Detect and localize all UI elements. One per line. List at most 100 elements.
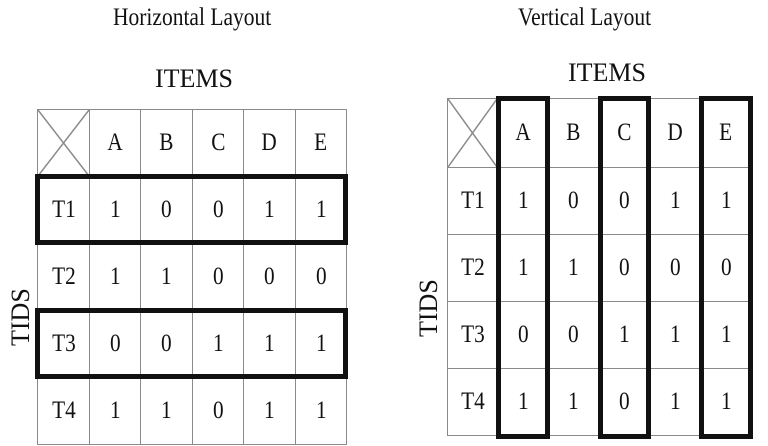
cell-value: 1 xyxy=(517,388,529,415)
tid-label: T3 xyxy=(51,330,76,357)
value-cell: 1 xyxy=(243,377,296,445)
value-cell: 0 xyxy=(547,167,600,235)
cell-value: 1 xyxy=(669,321,681,348)
tid-label: T1 xyxy=(460,187,485,214)
table-row: T1 1 0 0 1 1 xyxy=(447,167,752,235)
cell-value: 1 xyxy=(161,263,172,290)
cell-value: 0 xyxy=(517,321,529,348)
cell-value: 0 xyxy=(264,263,275,290)
value-cell: 0 xyxy=(88,310,142,378)
column-header: D xyxy=(243,109,296,177)
corner-cell xyxy=(447,98,498,168)
horizontal-items-label: ITEMS xyxy=(155,64,233,93)
header-row: A B C D E xyxy=(37,109,347,177)
tid-cell: T1 xyxy=(447,167,498,235)
value-cell: 1 xyxy=(700,301,752,369)
value-cell: 0 xyxy=(598,167,651,235)
value-cell: 0 xyxy=(191,243,245,311)
value-cell: 0 xyxy=(140,176,193,244)
value-cell: 1 xyxy=(547,368,600,436)
cell-value: 1 xyxy=(109,196,121,223)
value-cell: 1 xyxy=(649,167,702,235)
value-cell: 1 xyxy=(700,167,752,235)
column-header: E xyxy=(700,98,752,168)
cell-value: 1 xyxy=(264,397,275,424)
column-header-label: A xyxy=(515,119,531,146)
vertical-layout-title: Vertical Layout xyxy=(518,4,652,31)
cell-value: 1 xyxy=(568,254,579,281)
value-cell: 1 xyxy=(598,301,651,369)
cell-value: 0 xyxy=(568,321,579,348)
column-header-label: C xyxy=(617,119,632,146)
cell-value: 0 xyxy=(568,187,579,214)
tid-cell: T1 xyxy=(37,176,90,244)
cell-value: 1 xyxy=(161,397,172,424)
tid-cell: T3 xyxy=(37,310,90,378)
cell-value: 1 xyxy=(568,388,579,415)
header-row: A B C D E xyxy=(447,98,752,168)
value-cell: 0 xyxy=(294,243,347,311)
tid-label: T2 xyxy=(460,254,485,281)
value-cell: 0 xyxy=(598,234,651,302)
table-row: T3 0 0 1 1 1 xyxy=(447,301,752,369)
cell-value: 1 xyxy=(619,321,630,348)
cell-value: 0 xyxy=(315,263,327,290)
cell-value: 1 xyxy=(315,330,327,357)
table-row: T1 1 0 0 1 1 xyxy=(37,176,347,244)
cell-value: 1 xyxy=(720,388,732,415)
cell-value: 0 xyxy=(212,196,224,223)
horizontal-layout-title: Horizontal Layout xyxy=(113,4,272,31)
horizontal-tids-label: TIDS xyxy=(6,288,35,346)
table-row: T4 1 1 0 1 1 xyxy=(37,377,347,445)
value-cell: 0 xyxy=(598,368,651,436)
value-cell: 0 xyxy=(547,301,600,369)
cell-value: 0 xyxy=(212,397,224,424)
tid-label: T4 xyxy=(51,397,76,424)
column-header-label: E xyxy=(314,129,328,156)
value-cell: 1 xyxy=(497,368,549,436)
table-row: T4 1 1 0 1 1 xyxy=(447,368,752,436)
table-row: T3 0 0 1 1 1 xyxy=(37,310,347,378)
column-header-label: E xyxy=(719,119,733,146)
column-header: B xyxy=(140,109,193,177)
value-cell: 0 xyxy=(191,377,245,445)
column-header-label: A xyxy=(107,129,123,156)
tid-cell: T2 xyxy=(37,243,90,311)
column-header: A xyxy=(497,98,549,168)
cell-value: 1 xyxy=(720,321,732,348)
value-cell: 1 xyxy=(700,368,752,436)
cell-value: 1 xyxy=(109,397,121,424)
tid-cell: T3 xyxy=(447,301,498,369)
cell-value: 0 xyxy=(720,254,732,281)
cell-value: 1 xyxy=(517,254,529,281)
tid-label: T4 xyxy=(460,388,485,415)
column-header: C xyxy=(598,98,651,168)
cell-value: 1 xyxy=(264,196,275,223)
cell-value: 1 xyxy=(669,187,681,214)
diagonal-cross-icon xyxy=(38,110,89,176)
diagonal-cross-icon xyxy=(448,99,497,167)
vertical-tids-label: TIDS xyxy=(414,279,443,337)
value-cell: 1 xyxy=(649,368,702,436)
corner-cell xyxy=(37,109,90,177)
tid-cell: T4 xyxy=(37,377,90,445)
value-cell: 1 xyxy=(547,234,600,302)
column-header-label: C xyxy=(210,129,226,156)
value-cell: 1 xyxy=(88,176,142,244)
value-cell: 1 xyxy=(497,234,549,302)
cell-value: 1 xyxy=(517,187,529,214)
value-cell: 1 xyxy=(294,310,347,378)
table-row: T2 1 1 0 0 0 xyxy=(37,243,347,311)
column-header: D xyxy=(649,98,702,168)
cell-value: 0 xyxy=(619,254,630,281)
tid-label: T3 xyxy=(460,321,485,348)
column-header: B xyxy=(547,98,600,168)
value-cell: 1 xyxy=(649,301,702,369)
cell-value: 0 xyxy=(619,388,630,415)
vertical-layout-table: A B C D E T1 1 0 0 1 1 T2 1 1 0 0 0 T3 0 0 1 1 1 T4 1 1 0 1 1 xyxy=(447,98,752,436)
column-header-label: B xyxy=(159,129,174,156)
cell-value: 0 xyxy=(619,187,630,214)
value-cell: 1 xyxy=(294,377,347,445)
cell-value: 0 xyxy=(161,196,172,223)
cell-value: 1 xyxy=(109,263,121,290)
